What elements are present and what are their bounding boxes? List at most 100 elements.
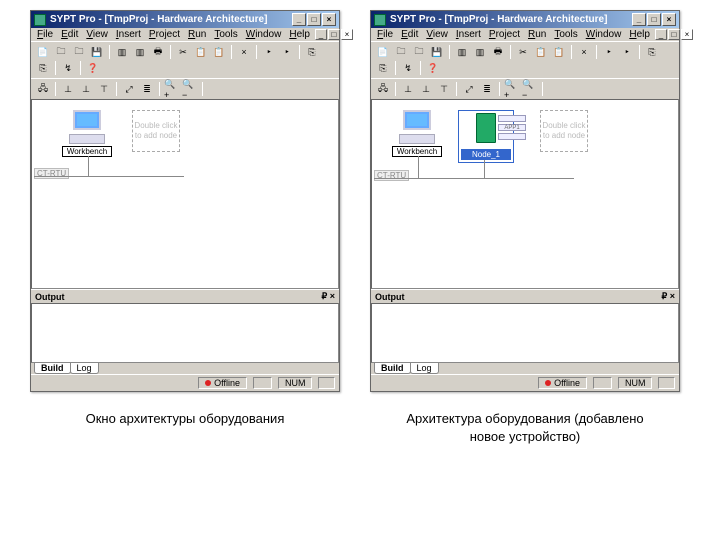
toolbar-button[interactable]: 💾 xyxy=(89,44,105,60)
toolbar-button[interactable]: × xyxy=(236,44,252,60)
menu-insert[interactable]: Insert xyxy=(116,29,141,40)
toolbar-button[interactable]: 📋 xyxy=(193,44,209,60)
toolbar-button[interactable]: 🖶 xyxy=(490,44,506,60)
tab-log[interactable]: Log xyxy=(70,363,99,374)
toolbar-button[interactable]: ⊥ xyxy=(60,81,76,97)
tab-build[interactable]: Build xyxy=(34,363,71,374)
toolbar-button[interactable]: ‣ xyxy=(601,44,617,60)
add-node-placeholder[interactable]: Double click to add node xyxy=(540,110,588,152)
toolbar-button[interactable]: ≣ xyxy=(139,81,155,97)
titlebar[interactable]: SYPT Pro - [TmpProj - Hardware Architect… xyxy=(31,11,339,28)
titlebar[interactable]: SYPT Pro - [TmpProj - Hardware Architect… xyxy=(371,11,679,28)
toolbar-row-2: 🖧⊥⊥⊤⤢≣🔍+🔍− xyxy=(31,78,339,99)
mdi-restore-button[interactable]: □ xyxy=(328,29,340,40)
toolbar-button[interactable]: 🗀 xyxy=(393,44,409,60)
toolbar-button[interactable]: 🗀 xyxy=(71,44,87,60)
workbench-node[interactable]: Workbench xyxy=(392,110,442,157)
toolbar-button[interactable]: 🖧 xyxy=(375,81,391,97)
menu-view[interactable]: View xyxy=(426,29,448,40)
toolbar-button[interactable]: × xyxy=(576,44,592,60)
menu-edit[interactable]: Edit xyxy=(61,29,78,40)
toolbar-button[interactable]: ✂ xyxy=(515,44,531,60)
output-panel xyxy=(31,303,339,363)
toolbar-button[interactable]: 📋 xyxy=(551,44,567,60)
toolbar-button[interactable]: 🔍+ xyxy=(504,81,520,97)
toolbar-button[interactable]: ⊤ xyxy=(96,81,112,97)
toolbar-button[interactable]: ⎘ xyxy=(644,44,660,60)
tab-log[interactable]: Log xyxy=(410,363,439,374)
toolbar-button[interactable]: ↯ xyxy=(400,60,416,76)
toolbar-button[interactable]: 🔍− xyxy=(182,81,198,97)
close-button[interactable]: × xyxy=(662,13,676,26)
menu-file[interactable]: File xyxy=(37,29,53,40)
toolbar-button[interactable]: ⊥ xyxy=(418,81,434,97)
menu-tools[interactable]: Tools xyxy=(214,29,237,40)
mdi-restore-button[interactable]: □ xyxy=(668,29,680,40)
toolbar-button[interactable]: ⤢ xyxy=(121,81,137,97)
minimize-button[interactable]: _ xyxy=(292,13,306,26)
hardware-canvas[interactable]: Workbench Double click to add node CT-RT… xyxy=(31,99,339,289)
toolbar-button[interactable]: 📄 xyxy=(375,44,391,60)
toolbar-button[interactable]: ⊥ xyxy=(78,81,94,97)
toolbar-button[interactable]: ⎘ xyxy=(375,60,391,76)
toolbar-button[interactable]: ▥ xyxy=(454,44,470,60)
output-close-icon[interactable]: ₽ × xyxy=(662,291,675,302)
output-close-icon[interactable]: ₽ × xyxy=(322,291,335,302)
toolbar-button[interactable]: ⤢ xyxy=(461,81,477,97)
menu-tools[interactable]: Tools xyxy=(554,29,577,40)
mdi-minimize-button[interactable]: _ xyxy=(315,29,327,40)
menu-project[interactable]: Project xyxy=(149,29,180,40)
workbench-node[interactable]: Workbench xyxy=(62,110,112,157)
menu-help[interactable]: Help xyxy=(289,29,310,40)
toolbar-button[interactable]: 🗀 xyxy=(411,44,427,60)
toolbar-button[interactable]: ⊥ xyxy=(400,81,416,97)
toolbar-button[interactable]: ❓ xyxy=(425,60,441,76)
toolbar-button[interactable]: 🔍− xyxy=(522,81,538,97)
hardware-canvas[interactable]: Workbench APP1 Node_1 Double click to xyxy=(371,99,679,289)
drive-node[interactable]: APP1 Node_1 xyxy=(458,110,514,163)
menu-view[interactable]: View xyxy=(86,29,108,40)
toolbar-button[interactable]: ▥ xyxy=(132,44,148,60)
toolbar-button[interactable]: ↯ xyxy=(60,60,76,76)
app-icon xyxy=(374,14,386,26)
mdi-minimize-button[interactable]: _ xyxy=(655,29,667,40)
toolbar-button[interactable]: ▥ xyxy=(472,44,488,60)
toolbar-button[interactable]: 💾 xyxy=(429,44,445,60)
toolbar-button[interactable]: ⎘ xyxy=(35,60,51,76)
menu-window[interactable]: Window xyxy=(246,29,282,40)
toolbar-button[interactable]: ‣ xyxy=(261,44,277,60)
toolbar-button[interactable]: ❓ xyxy=(85,60,101,76)
toolbar-button[interactable]: ‣ xyxy=(619,44,635,60)
toolbar-button[interactable]: 📄 xyxy=(35,44,51,60)
toolbar-button[interactable]: ▥ xyxy=(114,44,130,60)
toolbar-button[interactable]: 🖧 xyxy=(35,81,51,97)
status-offline: Offline xyxy=(198,377,247,389)
menu-file[interactable]: File xyxy=(377,29,393,40)
tab-build[interactable]: Build xyxy=(374,363,411,374)
menu-window[interactable]: Window xyxy=(586,29,622,40)
toolbar-button[interactable]: ≣ xyxy=(479,81,495,97)
minimize-button[interactable]: _ xyxy=(632,13,646,26)
mdi-close-button[interactable]: × xyxy=(341,29,353,40)
toolbar-button[interactable]: 📋 xyxy=(533,44,549,60)
menu-run[interactable]: Run xyxy=(528,29,546,40)
toolbar-button[interactable]: ⊤ xyxy=(436,81,452,97)
maximize-button[interactable]: □ xyxy=(647,13,661,26)
connector-line xyxy=(484,160,485,178)
menu-help[interactable]: Help xyxy=(629,29,650,40)
add-node-placeholder[interactable]: Double click to add node xyxy=(132,110,180,152)
menu-edit[interactable]: Edit xyxy=(401,29,418,40)
toolbar-button[interactable]: 📋 xyxy=(211,44,227,60)
toolbar-button[interactable]: 🗀 xyxy=(53,44,69,60)
menu-insert[interactable]: Insert xyxy=(456,29,481,40)
toolbar-button[interactable]: 🖶 xyxy=(150,44,166,60)
mdi-close-button[interactable]: × xyxy=(681,29,693,40)
toolbar-button[interactable]: ✂ xyxy=(175,44,191,60)
toolbar-button[interactable]: ⎘ xyxy=(304,44,320,60)
menu-run[interactable]: Run xyxy=(188,29,206,40)
toolbar-button[interactable]: 🔍+ xyxy=(164,81,180,97)
menu-project[interactable]: Project xyxy=(489,29,520,40)
maximize-button[interactable]: □ xyxy=(307,13,321,26)
toolbar-button[interactable]: ‣ xyxy=(279,44,295,60)
close-button[interactable]: × xyxy=(322,13,336,26)
